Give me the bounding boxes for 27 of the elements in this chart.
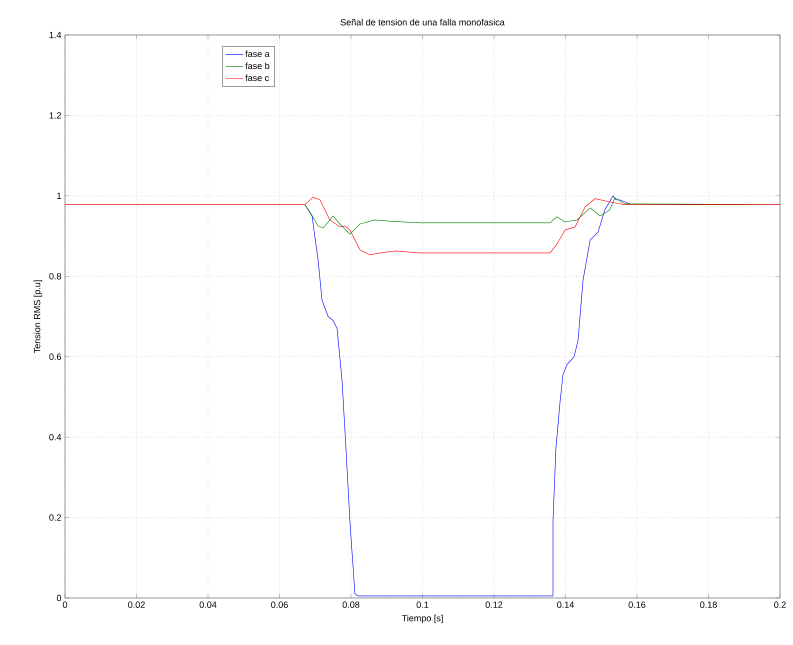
- x-tick-label: 0.16: [628, 602, 646, 608]
- x-tick-label: 0.18: [700, 602, 717, 608]
- y-axis-title: Tension RMS [p.u]: [34, 280, 42, 354]
- x-axis-title: Tiempo [s]: [402, 614, 443, 624]
- y-tick-label: 0.2: [49, 514, 62, 521]
- legend-label: fase b: [245, 62, 270, 70]
- y-tick-label: 0: [56, 594, 62, 602]
- line-series: [304, 196, 630, 596]
- x-tick-label: 0: [62, 602, 68, 608]
- y-tick-label: 1.2: [50, 112, 62, 119]
- legend-label: fase c: [245, 74, 269, 82]
- x-tick-label: 0.02: [128, 602, 145, 608]
- chart-title: Señal de tension de una falla monofasica: [340, 18, 505, 26]
- x-tick-label: 0.1: [416, 602, 428, 608]
- x-tick-label: 0.14: [557, 602, 574, 608]
- y-tick-label: 0.4: [49, 434, 62, 440]
- x-tick-label: 0.2: [774, 602, 786, 608]
- y-tick-label: 1.4: [50, 32, 62, 38]
- legend-label: fase a: [245, 50, 270, 58]
- line-series: [64, 196, 780, 256]
- y-tick-label: 0.6: [49, 354, 62, 360]
- x-tick-label: 0.08: [342, 602, 360, 608]
- x-tick-label: 0.12: [486, 602, 502, 608]
- x-tick-label: 0.06: [271, 602, 288, 608]
- x-tick-label: 0.04: [200, 602, 216, 608]
- y-tick-label: 1: [57, 192, 62, 199]
- y-tick-label: 0.8: [49, 273, 62, 280]
